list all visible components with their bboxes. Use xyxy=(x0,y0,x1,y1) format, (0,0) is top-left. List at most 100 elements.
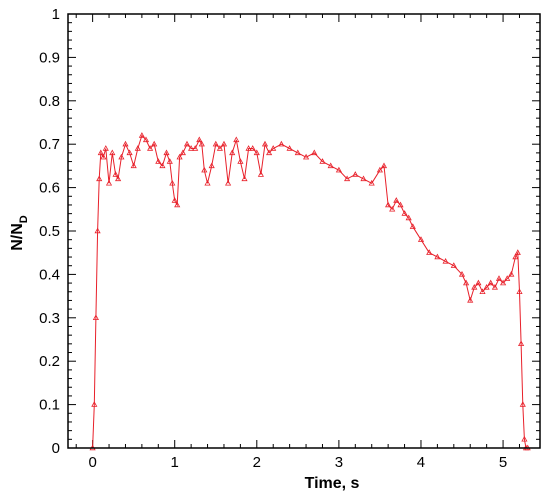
data-point xyxy=(368,179,375,186)
y-axis-title-subscript: D xyxy=(18,215,30,223)
data-point xyxy=(151,140,158,147)
data-point xyxy=(426,249,433,255)
data-point xyxy=(521,435,528,442)
data-point xyxy=(405,214,412,221)
data-point xyxy=(166,158,173,164)
data-point xyxy=(196,136,203,143)
data-point xyxy=(458,270,466,277)
data-point xyxy=(92,314,99,321)
data-point xyxy=(417,236,425,242)
y-tick-label: 0.3 xyxy=(39,310,60,327)
data-point xyxy=(134,145,141,151)
data-point xyxy=(147,145,154,151)
data-point xyxy=(237,158,244,164)
data-point xyxy=(130,162,137,169)
y-tick-label: 1 xyxy=(52,6,60,23)
data-point xyxy=(155,158,162,164)
data-point xyxy=(105,179,113,186)
data-point xyxy=(122,140,129,147)
data-point xyxy=(442,257,449,264)
data-point xyxy=(212,140,219,147)
data-point xyxy=(174,201,181,208)
data-point xyxy=(389,205,396,212)
data-point xyxy=(463,279,470,286)
data-point xyxy=(169,179,176,186)
data-point xyxy=(508,270,515,277)
data-point xyxy=(483,283,490,290)
data-point xyxy=(500,279,507,286)
data-point xyxy=(471,283,478,290)
data-point xyxy=(94,227,101,234)
data-point xyxy=(491,283,498,290)
data-point xyxy=(176,153,183,160)
data-point xyxy=(475,279,482,286)
data-point xyxy=(179,149,186,156)
data-point xyxy=(479,288,486,295)
data-point xyxy=(216,145,223,151)
data-point xyxy=(514,249,521,255)
data-point xyxy=(303,153,310,160)
data-point xyxy=(138,132,145,138)
data-point xyxy=(220,140,228,147)
y-tick-label: 0.1 xyxy=(39,397,60,414)
data-point xyxy=(102,145,109,151)
y-tick-label: 0.7 xyxy=(39,136,60,153)
data-point xyxy=(380,162,388,169)
data-point xyxy=(512,253,519,260)
data-point xyxy=(518,340,525,347)
data-point xyxy=(188,145,195,151)
y-tick-label: 0.4 xyxy=(39,266,60,283)
data-point xyxy=(327,162,334,169)
data-point xyxy=(467,296,474,303)
series-line xyxy=(92,134,528,449)
data-point xyxy=(183,140,191,147)
data-point xyxy=(516,288,523,295)
y-tick-label: 0 xyxy=(52,440,60,457)
data-point xyxy=(91,401,98,407)
data-point xyxy=(385,201,392,208)
series-layer xyxy=(89,132,531,451)
data-point xyxy=(294,149,301,156)
data-point xyxy=(198,140,205,147)
x-axis-title: Time, s xyxy=(305,475,360,492)
data-point xyxy=(352,171,359,177)
data-point xyxy=(126,149,133,156)
data-point xyxy=(261,140,269,147)
y-tick-label: 0.8 xyxy=(39,93,60,110)
data-point xyxy=(233,136,240,143)
data-point xyxy=(97,149,104,156)
data-point xyxy=(393,197,400,203)
x-tick-label: 3 xyxy=(335,454,343,471)
data-point xyxy=(241,175,248,182)
data-point xyxy=(142,136,150,143)
y-tick-label: 0.9 xyxy=(39,49,60,66)
data-point xyxy=(344,175,351,182)
plot-frame xyxy=(67,13,541,449)
x-tick-label: 4 xyxy=(417,454,425,471)
data-point xyxy=(409,223,416,229)
data-point xyxy=(245,145,252,151)
data-point xyxy=(495,275,503,281)
x-tick-label: 0 xyxy=(88,454,96,471)
x-tick-label: 2 xyxy=(253,454,261,471)
y-tick-label: 0.5 xyxy=(39,223,60,240)
data-point xyxy=(225,179,232,186)
y-tick-label: 0.6 xyxy=(39,180,60,197)
data-point xyxy=(311,149,318,156)
data-point xyxy=(401,210,408,216)
data-point xyxy=(229,149,236,156)
data-point xyxy=(204,179,211,186)
ticks-layer: 0 1 2 3 4 5 0 0.1 0.2 0.3 0.4 0.5 0.6 0.7 0.8 0.9 1 xyxy=(39,6,540,471)
data-point xyxy=(487,279,494,286)
data-point xyxy=(208,162,215,169)
data-point xyxy=(504,275,511,281)
x-tick-label: 1 xyxy=(171,454,179,471)
data-point xyxy=(163,149,170,156)
x-tick-label: 5 xyxy=(499,454,507,471)
data-point xyxy=(100,153,107,160)
data-point xyxy=(360,175,367,182)
data-point xyxy=(450,262,457,268)
data-point xyxy=(278,140,285,147)
